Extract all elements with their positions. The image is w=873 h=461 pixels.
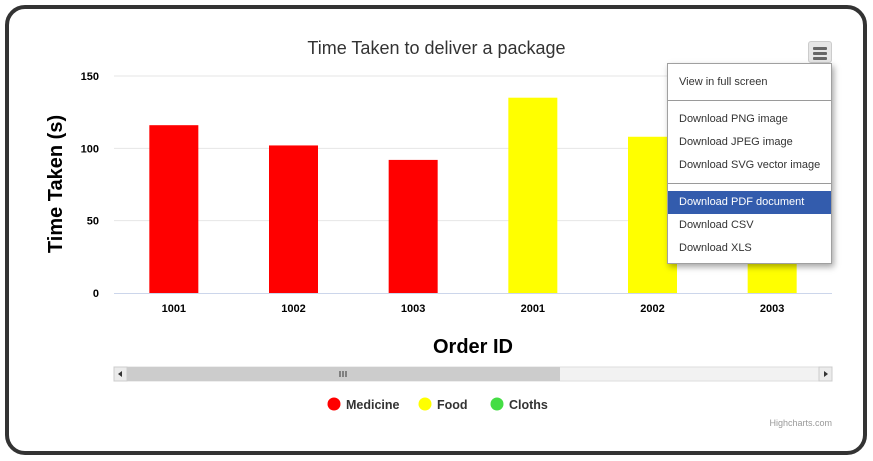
legend-marker [418,397,432,411]
menu-item-download-png-image[interactable]: Download PNG image [679,113,788,125]
y-tick-label: 100 [81,143,99,155]
legend-marker [490,397,504,411]
x-tick-label: 2003 [760,303,784,315]
x-tick-label: 1001 [162,303,186,315]
x-tick-label: 2001 [521,303,545,315]
menu-item-download-pdf-document[interactable]: Download PDF document [668,191,831,214]
menu-item-download-jpeg-image[interactable]: Download JPEG image [679,136,793,148]
menu-item-download-csv[interactable]: Download CSV [679,219,754,231]
y-tick-label: 150 [81,71,99,83]
menu-separator [668,183,831,184]
menu-separator [668,100,831,101]
x-axis-title: Order ID [433,336,513,358]
export-menu: View in full screen Download PNG image Dow… [667,63,832,264]
menu-item-download-xls[interactable]: Download XLS [679,242,752,254]
legend-item-label[interactable]: Medicine [346,398,400,412]
arrow-left-icon [118,371,122,377]
bar [269,145,318,293]
legend-item-label[interactable]: Food [437,398,468,412]
arrow-right-icon [824,371,828,377]
y-tick-label: 50 [87,216,99,228]
y-tick-label: 0 [93,288,99,300]
x-tick-label: 1003 [401,303,425,315]
credits-link[interactable]: Highcharts.com [769,418,832,428]
bar [388,159,438,293]
y-axis-title: Time Taken (s) [45,115,67,253]
menu-item-download-svg-vector-image[interactable]: Download SVG vector image [679,159,821,171]
x-tick-label: 1002 [281,303,305,315]
menu-item-view-in-full-screen[interactable]: View in full screen [679,76,768,88]
hamburger-menu-icon[interactable] [808,41,832,63]
legend-marker [327,397,341,411]
chart-title: Time Taken to deliver a package [307,38,566,58]
legend-item-label[interactable]: Cloths [509,398,548,412]
bar [149,125,199,293]
bar [508,97,558,293]
x-tick-label: 2002 [640,303,664,315]
